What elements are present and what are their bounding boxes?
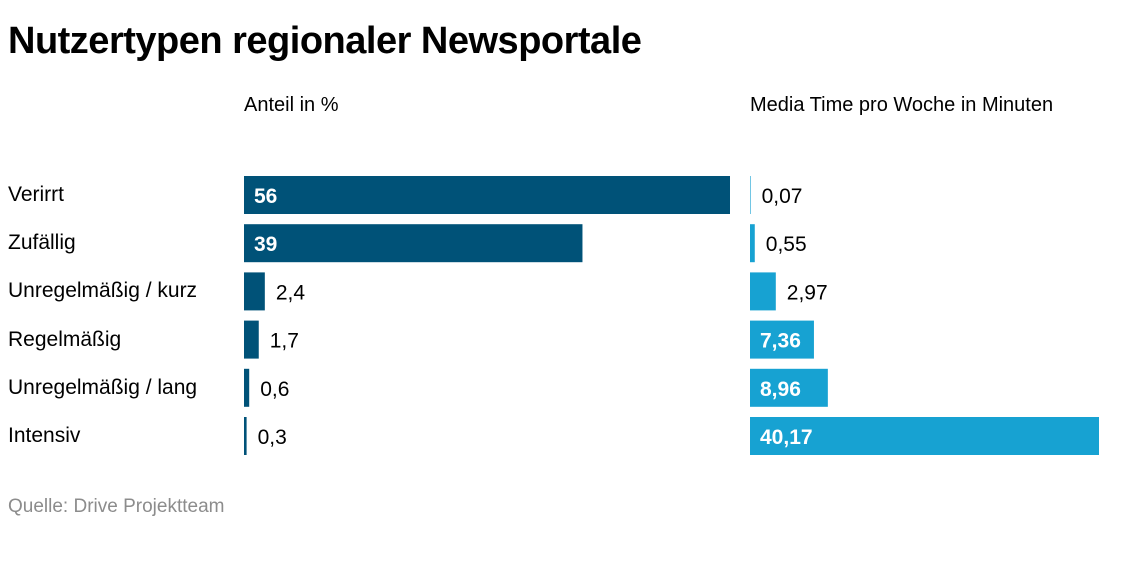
bar	[244, 320, 259, 359]
source-note: Quelle: Drive Projektteam	[8, 496, 225, 517]
value-label: 2,97	[787, 281, 828, 304]
bar	[750, 272, 776, 311]
value-label: 1,7	[270, 330, 299, 353]
bar	[244, 272, 265, 311]
category-label: Regelmäßig	[8, 327, 122, 351]
bar	[244, 368, 250, 407]
category-label: Zufällig	[8, 231, 76, 255]
value-label: 0,55	[766, 233, 807, 256]
bar	[244, 176, 730, 214]
value-label: 2,4	[276, 281, 306, 304]
value-label: 40,17	[760, 426, 813, 449]
value-label: 0,07	[762, 185, 803, 208]
bar	[750, 417, 1099, 455]
category-label: Unregelmäßig / lang	[8, 375, 198, 399]
category-label: Intensiv	[8, 424, 81, 447]
value-label: 0,6	[260, 378, 289, 401]
category-label: Unregelmäßig / kurz	[8, 279, 198, 303]
category-label: Verirrt	[8, 183, 65, 206]
bar	[750, 320, 814, 359]
bar	[750, 368, 828, 407]
right-panel-title: Media Time pro Woche in Minuten	[750, 94, 1054, 116]
bar	[750, 176, 751, 214]
value-label: 39	[254, 233, 277, 256]
bar	[244, 417, 247, 455]
value-label: 8,96	[760, 378, 801, 401]
left-panel-title: Anteil in %	[244, 94, 339, 116]
bar	[750, 224, 755, 263]
bar	[244, 224, 583, 263]
value-label: 0,3	[258, 426, 287, 449]
chart-title: Nutzertypen regionaler Newsportale	[8, 20, 642, 62]
value-label: 56	[254, 185, 277, 208]
value-label: 7,36	[760, 330, 801, 353]
